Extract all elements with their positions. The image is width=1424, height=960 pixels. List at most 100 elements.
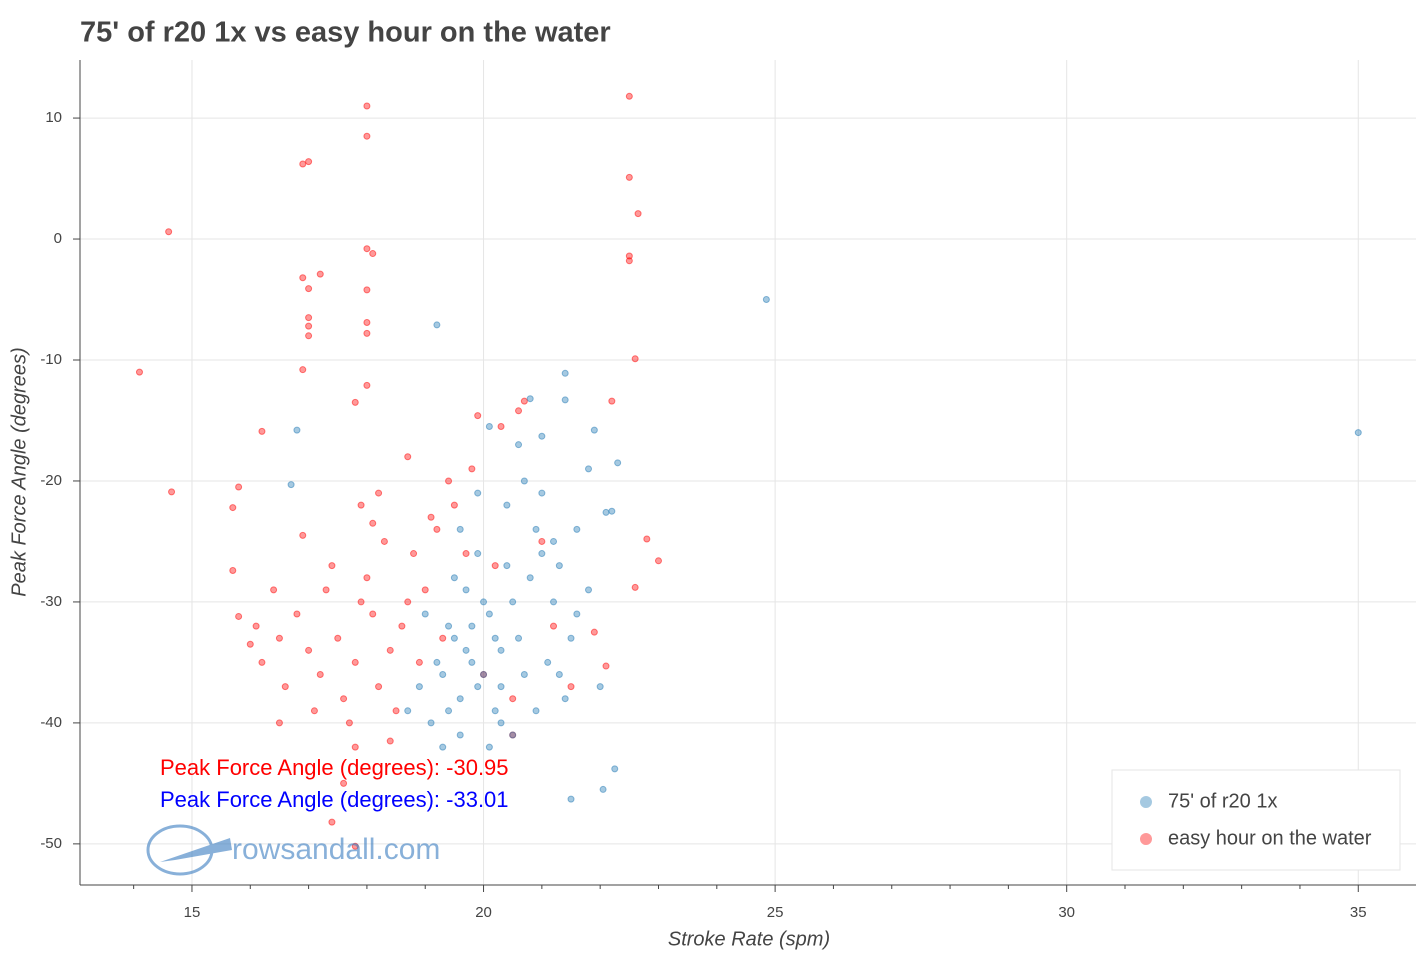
point: [474, 550, 482, 558]
point: [363, 329, 371, 337]
point: [503, 562, 511, 570]
point: [590, 426, 598, 434]
point: [544, 658, 552, 666]
point: [404, 598, 412, 606]
watermark: rowsandall.com: [146, 824, 440, 876]
point: [421, 586, 429, 594]
point: [445, 707, 453, 715]
point: [573, 525, 581, 533]
point: [503, 501, 511, 509]
point: [625, 92, 633, 100]
point: [608, 397, 616, 405]
point: [351, 743, 359, 751]
point: [305, 158, 313, 166]
y-tick-label: -20: [40, 472, 62, 489]
point: [450, 574, 458, 582]
point: [293, 426, 301, 434]
point: [520, 477, 528, 485]
point: [322, 586, 330, 594]
point: [275, 719, 283, 727]
point: [561, 396, 569, 404]
point: [456, 731, 464, 739]
point: [415, 683, 423, 691]
point: [316, 671, 324, 679]
point: [497, 423, 505, 431]
point: [351, 658, 359, 666]
x-tick-label: 30: [1058, 904, 1075, 921]
annotation: Peak Force Angle (degrees): -33.01: [160, 787, 509, 812]
x-tick-label: 25: [767, 904, 784, 921]
y-tick-label: 0: [54, 230, 62, 247]
point: [299, 160, 307, 168]
point: [555, 671, 563, 679]
point: [433, 658, 441, 666]
point: [168, 488, 176, 496]
point: [404, 453, 412, 461]
point: [328, 818, 336, 826]
point: [520, 397, 528, 405]
y-tick-label: -40: [40, 714, 62, 731]
point: [351, 842, 359, 850]
point: [491, 634, 499, 642]
point: [345, 719, 353, 727]
point: [462, 550, 470, 558]
point: [305, 314, 313, 322]
y-tick-label: 10: [45, 109, 62, 126]
point: [363, 132, 371, 140]
point: [293, 610, 301, 618]
point: [550, 537, 558, 545]
watermark-text: rowsandall.com: [232, 833, 440, 866]
x-tick-label: 35: [1350, 904, 1367, 921]
point: [433, 321, 441, 329]
point: [310, 707, 318, 715]
point: [357, 598, 365, 606]
point: [567, 795, 575, 803]
series: [135, 92, 662, 850]
point: [634, 210, 642, 218]
point: [305, 646, 313, 654]
point: [299, 366, 307, 374]
point: [491, 562, 499, 570]
point: [305, 322, 313, 330]
point: [386, 737, 394, 745]
point: [305, 332, 313, 340]
point: [474, 489, 482, 497]
legend-label: easy hour on the water: [1168, 827, 1372, 849]
point: [135, 368, 143, 376]
point: [538, 432, 546, 440]
point: [1354, 429, 1362, 437]
point: [515, 441, 523, 449]
point: [555, 562, 563, 570]
point: [439, 671, 447, 679]
point: [404, 707, 412, 715]
point: [611, 765, 619, 773]
legend-label: 75' of r20 1x: [1168, 790, 1277, 812]
point: [520, 671, 528, 679]
point: [450, 634, 458, 642]
point: [363, 381, 371, 389]
point: [509, 695, 517, 703]
x-tick-label: 20: [475, 904, 492, 921]
point: [258, 658, 266, 666]
point: [328, 562, 336, 570]
point: [625, 257, 633, 265]
point: [340, 695, 348, 703]
point: [561, 369, 569, 377]
point: [369, 610, 377, 618]
point: [369, 250, 377, 258]
point: [596, 683, 604, 691]
point: [433, 525, 441, 533]
point: [485, 743, 493, 751]
point: [246, 640, 254, 648]
point: [281, 683, 289, 691]
point: [538, 537, 546, 545]
point: [456, 695, 464, 703]
point: [497, 719, 505, 727]
point: [550, 622, 558, 630]
point: [599, 785, 607, 793]
point: [497, 646, 505, 654]
y-axis-label: Peak Force Angle (degrees): [8, 347, 30, 596]
grid: [80, 60, 1416, 885]
point: [334, 634, 342, 642]
